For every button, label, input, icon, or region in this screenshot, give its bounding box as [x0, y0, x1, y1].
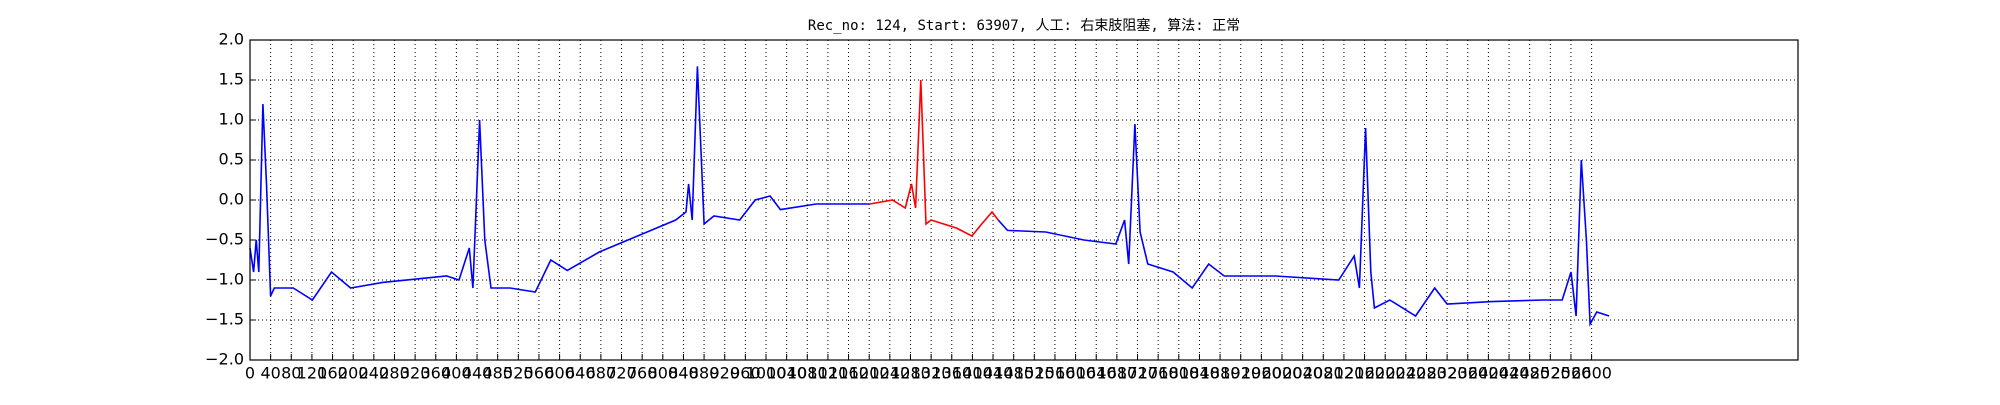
x-tick-label: 1120 [808, 364, 849, 383]
x-tick-label: 0 [245, 364, 255, 383]
x-tick-label: 1080 [787, 364, 828, 383]
x-tick-label: 520 [503, 364, 534, 383]
x-tick-label: 760 [627, 364, 658, 383]
x-tick-label: 2320 [1427, 364, 1468, 383]
x-tick-label: 2360 [1447, 364, 1488, 383]
x-tick-label: 1200 [849, 364, 890, 383]
x-tick-label: 1000 [746, 364, 787, 383]
x-tick-label: 2200 [1365, 364, 1406, 383]
x-tick-label: 40 [260, 364, 280, 383]
x-tick-label: 2480 [1509, 364, 1550, 383]
y-tick-label: −1.5 [205, 310, 244, 329]
x-tick-label: 1160 [828, 364, 869, 383]
y-tick-label: −0.5 [205, 230, 244, 249]
x-tick-label: 1320 [911, 364, 952, 383]
x-tick-label: 920 [709, 364, 740, 383]
x-tick-label: 1760 [1138, 364, 1179, 383]
x-tick-label: 1440 [973, 364, 1014, 383]
x-tick-label: 1680 [1097, 364, 1138, 383]
x-tick-label: 1560 [1035, 364, 1076, 383]
x-tick-label: 2240 [1385, 364, 1426, 383]
y-tick-label: 0.5 [219, 150, 244, 169]
x-tick-label: 1400 [952, 364, 993, 383]
x-tick-label: 560 [524, 364, 555, 383]
x-tick-label: 480 [482, 364, 513, 383]
x-tick-label: 240 [359, 364, 390, 383]
x-tick-label: 80 [281, 364, 301, 383]
x-tick-label: 680 [586, 364, 617, 383]
x-tick-label: 2160 [1344, 364, 1385, 383]
x-tick-label: 440 [462, 364, 493, 383]
x-tick-label: 840 [668, 364, 699, 383]
x-tick-label: 160 [317, 364, 348, 383]
x-tick-label: 1640 [1076, 364, 1117, 383]
x-tick-label: 1840 [1179, 364, 1220, 383]
y-tick-label: 1.0 [219, 110, 244, 129]
x-tick-label: 1040 [766, 364, 807, 383]
x-tick-label: 2080 [1303, 364, 1344, 383]
x-tick-label: 800 [648, 364, 679, 383]
x-tick-label: 2400 [1468, 364, 1509, 383]
x-tick-label: 1800 [1158, 364, 1199, 383]
ecg-line [869, 79, 999, 238]
chart-title: Rec_no: 124, Start: 63907, 人工: 右束肢阻塞, 算法… [808, 17, 1240, 34]
x-tick-label: 2600 [1571, 364, 1612, 383]
x-tick-label: 1360 [931, 364, 972, 383]
x-tick-label: 400 [441, 364, 472, 383]
y-tick-label: 1.5 [219, 70, 244, 89]
x-tick-label: 320 [400, 364, 431, 383]
x-tick-label: 200 [338, 364, 369, 383]
x-tick-label: 280 [379, 364, 410, 383]
x-tick-label: 2520 [1530, 364, 1571, 383]
x-tick-label: 360 [420, 364, 451, 383]
x-tick-label: 600 [544, 364, 575, 383]
x-tick-label: 960 [730, 364, 761, 383]
x-tick-label: 1920 [1220, 364, 1261, 383]
x-tick-label: 1600 [1055, 364, 1096, 383]
x-tick-label: 1720 [1117, 364, 1158, 383]
x-tick-label: 120 [297, 364, 328, 383]
x-tick-label: 1280 [890, 364, 931, 383]
x-tick-label: 1960 [1241, 364, 1282, 383]
y-tick-label: −2.0 [205, 350, 244, 369]
x-tick-label: 1880 [1200, 364, 1241, 383]
x-tick-label: 2040 [1282, 364, 1323, 383]
x-tick-label: 720 [606, 364, 637, 383]
x-tick-label: 640 [565, 364, 596, 383]
y-tick-label: 2.0 [219, 30, 244, 49]
x-tick-label: 1520 [1014, 364, 1055, 383]
x-tick-label: 1480 [993, 364, 1034, 383]
x-tick-label: 2000 [1262, 364, 1303, 383]
ecg-line [249, 66, 1610, 327]
y-tick-label: 0.0 [219, 190, 244, 209]
x-tick-label: 2280 [1406, 364, 1447, 383]
x-tick-label: 2120 [1324, 364, 1365, 383]
x-tick-label: 2560 [1551, 364, 1592, 383]
x-tick-label: 1240 [869, 364, 910, 383]
plot-frame [249, 39, 1799, 361]
x-tick-label: 880 [689, 364, 720, 383]
x-tick-label: 2440 [1489, 364, 1530, 383]
y-tick-label: −1.0 [205, 270, 244, 289]
